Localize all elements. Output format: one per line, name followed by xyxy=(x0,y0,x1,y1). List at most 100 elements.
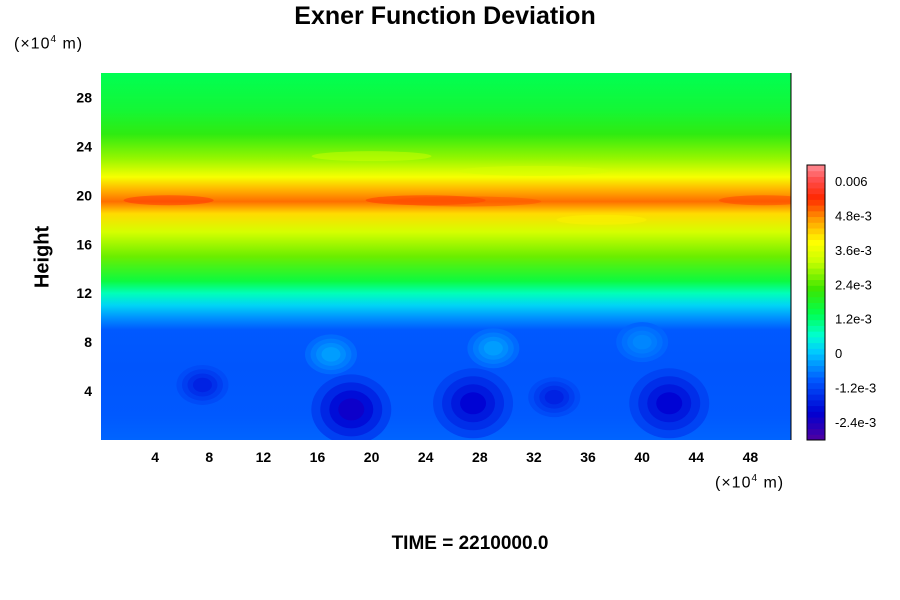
band-patch xyxy=(311,151,432,162)
colorbar-frame xyxy=(806,164,826,441)
colorbar-segment xyxy=(807,342,825,349)
colorbar-tick-label: -2.4e-3 xyxy=(835,415,876,430)
colorbar-segment xyxy=(807,319,825,326)
y-unit-suffix: m) xyxy=(57,35,84,53)
colorbar-segment xyxy=(807,165,825,172)
x-unit-suffix: m) xyxy=(758,474,785,492)
y-tick-label: 4 xyxy=(84,383,92,399)
time-label: TIME = 2210000.0 xyxy=(391,533,549,554)
band-patch xyxy=(718,195,791,206)
colorbar-segment xyxy=(807,302,825,309)
colorbar-segment xyxy=(807,371,825,378)
chart-title: Exner Function Deviation xyxy=(294,2,596,30)
colorbar-segment xyxy=(807,382,825,389)
x-tick-label: 4 xyxy=(151,449,159,465)
colorbar-segment xyxy=(807,285,825,292)
x-unit-exponent: 4 xyxy=(751,473,759,484)
colorbar-segment xyxy=(807,210,825,218)
colorbar-segment xyxy=(807,388,825,395)
contour-feature xyxy=(460,392,487,415)
colorbar-segment xyxy=(807,434,825,441)
colorbar-segment xyxy=(807,239,825,246)
contour-feature xyxy=(632,334,652,350)
colorbar-segment xyxy=(807,325,825,332)
band-patch xyxy=(556,214,647,225)
contour-feature xyxy=(656,392,683,415)
colorbar-segment xyxy=(807,205,825,212)
colorbar-segment xyxy=(807,233,825,240)
contour-feature xyxy=(338,398,365,421)
colorbar-tick-label: 0.006 xyxy=(835,174,868,189)
colorbar: 0.006 4.8e-3 3.6e-3 2.4e-3 1.2e-3 0 -1.2e-3 -2.… xyxy=(806,164,876,441)
y-tick-label: 12 xyxy=(76,285,92,301)
colorbar-tick-label: -1.2e-3 xyxy=(835,380,876,395)
colorbar-tick-label: 1.2e-3 xyxy=(835,312,872,327)
colorbar-segment xyxy=(807,428,825,435)
colorbar-tick-label: 0 xyxy=(835,346,842,361)
colorbar-segment xyxy=(807,422,825,430)
colorbar-segment xyxy=(807,394,825,401)
y-axis-ticks: 4 8 12 16 20 24 28 xyxy=(76,89,92,399)
colorbar-segment xyxy=(807,336,825,344)
colorbar-segment xyxy=(807,273,825,281)
y-tick-label: 16 xyxy=(76,236,92,252)
colorbar-segment xyxy=(807,250,825,258)
y-unit-exponent: 4 xyxy=(50,34,58,45)
y-tick-label: 28 xyxy=(76,89,92,105)
x-unit-prefix: (×10 xyxy=(715,474,752,492)
colorbar-segment xyxy=(807,279,825,286)
colorbar-segment xyxy=(807,199,825,206)
colorbar-segment xyxy=(807,411,825,418)
colorbar-segment xyxy=(807,228,825,235)
band-patch xyxy=(391,196,542,207)
colorbar-segment xyxy=(807,262,825,269)
contour-field xyxy=(101,73,791,440)
x-tick-label: 16 xyxy=(310,449,326,465)
contour-feature xyxy=(321,347,341,362)
colorbar-segment xyxy=(807,417,825,424)
y-unit-prefix: (×10 xyxy=(14,35,51,53)
band-patch xyxy=(123,195,214,206)
x-tick-label: 28 xyxy=(472,449,488,465)
x-tick-label: 24 xyxy=(418,449,434,465)
contour-feature xyxy=(192,377,212,393)
x-tick-label: 40 xyxy=(634,449,650,465)
colorbar-segment xyxy=(807,182,825,189)
colorbar-segment xyxy=(807,291,825,298)
colorbar-segment xyxy=(807,405,825,412)
colorbar-segment xyxy=(807,268,825,275)
colorbar-tick-label: 2.4e-3 xyxy=(835,277,872,292)
band-patch xyxy=(365,195,486,206)
x-tick-label: 36 xyxy=(580,449,596,465)
colorbar-segment xyxy=(807,256,825,263)
colorbar-segment xyxy=(807,359,825,367)
x-axis-unit: (×104 m) xyxy=(715,473,784,492)
y-tick-label: 20 xyxy=(76,187,92,203)
x-tick-label: 12 xyxy=(256,449,272,465)
y-tick-label: 8 xyxy=(84,334,92,350)
colorbar-tick-label: 4.8e-3 xyxy=(835,209,872,224)
contour-feature xyxy=(483,341,503,356)
x-tick-label: 44 xyxy=(689,449,705,465)
colorbar-segment xyxy=(807,313,825,321)
colorbar-segment xyxy=(807,216,825,223)
colorbar-segment xyxy=(807,245,825,252)
x-tick-label: 8 xyxy=(205,449,213,465)
colorbar-segment xyxy=(807,296,825,303)
colorbar-segment xyxy=(807,331,825,338)
colorbar-segment xyxy=(807,170,825,177)
colorbar-segment xyxy=(807,308,825,315)
colorbar-segment xyxy=(807,222,825,229)
field-features xyxy=(176,322,710,440)
colorbar-segment xyxy=(807,365,825,372)
contour-feature xyxy=(544,389,564,405)
x-tick-label: 48 xyxy=(743,449,759,465)
colorbar-segment xyxy=(807,193,825,200)
y-axis-unit: (×104 m) xyxy=(14,34,83,53)
x-axis-ticks: 4 8 12 16 20 24 28 32 36 40 44 48 xyxy=(151,449,758,465)
x-tick-label: 20 xyxy=(364,449,380,465)
y-tick-label: 24 xyxy=(76,138,92,154)
x-tick-label: 32 xyxy=(526,449,542,465)
colorbar-segment xyxy=(807,399,825,407)
